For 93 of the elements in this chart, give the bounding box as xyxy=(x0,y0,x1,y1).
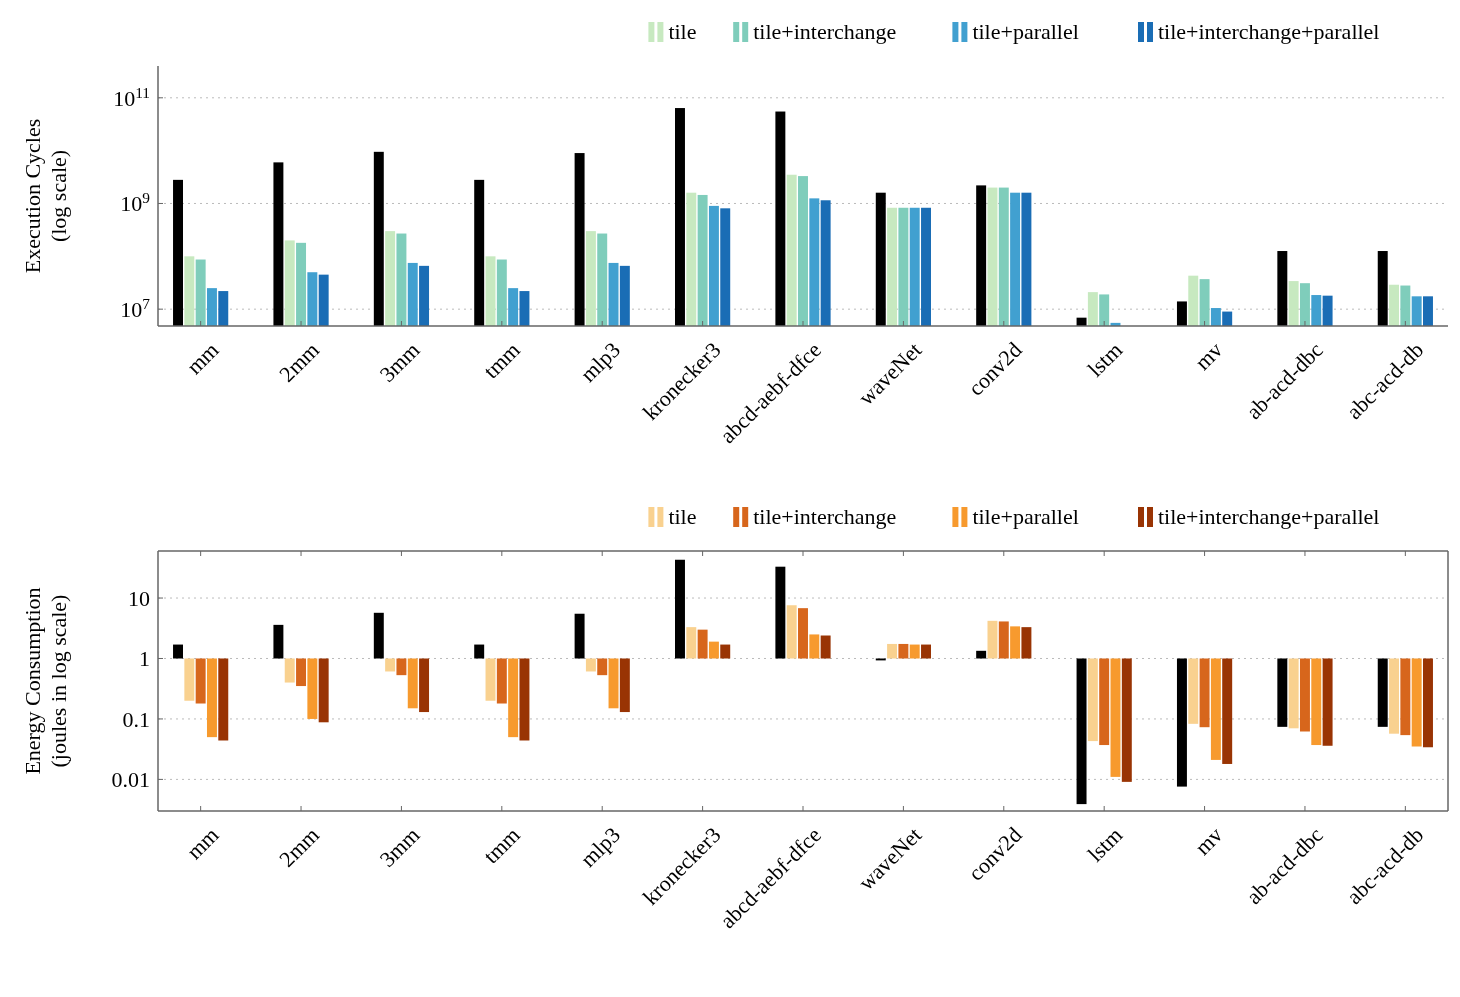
bar xyxy=(1411,658,1422,747)
bar xyxy=(385,658,396,672)
bar xyxy=(195,658,206,704)
x-tick-label: 3mm xyxy=(374,337,425,387)
y-tick-label: 0.1 xyxy=(122,706,150,732)
bar xyxy=(921,644,931,659)
bar xyxy=(697,629,708,659)
bar xyxy=(284,658,295,683)
bar xyxy=(574,613,585,659)
bar xyxy=(909,644,920,659)
bar xyxy=(809,634,820,659)
bar xyxy=(798,608,808,659)
x-tick-label: 3mm xyxy=(374,822,425,872)
legend-label: tile+interchange+parallel xyxy=(1158,19,1380,44)
bar xyxy=(508,658,519,738)
bar xyxy=(585,658,596,672)
bar xyxy=(1021,627,1032,659)
x-tick-label: 2mm xyxy=(274,337,324,387)
legend-label: tile xyxy=(668,19,697,44)
bar xyxy=(619,658,630,713)
bar xyxy=(675,559,685,659)
bar xyxy=(1400,658,1411,736)
bar xyxy=(597,658,608,676)
bar xyxy=(976,650,987,659)
y-axis-title: Energy Consumption (joules in log scale) xyxy=(20,587,71,775)
bar xyxy=(474,644,485,659)
bar xyxy=(1110,658,1121,777)
bar xyxy=(396,658,407,676)
bar xyxy=(173,644,183,659)
bar xyxy=(519,658,530,741)
bar xyxy=(206,658,217,738)
x-tick-label: mm xyxy=(181,337,224,380)
bar xyxy=(1322,658,1333,746)
bar xyxy=(1277,658,1288,727)
y-tick-label: 10 xyxy=(128,586,150,612)
bar xyxy=(686,627,697,659)
legend-label: tile+interchange xyxy=(753,19,897,44)
bar xyxy=(786,605,797,659)
y-axis-title: Execution Cycles (log scale) xyxy=(20,118,71,274)
bar xyxy=(1199,658,1210,728)
x-tick-label: tmm xyxy=(478,337,525,384)
bar xyxy=(820,635,831,659)
bar xyxy=(608,658,619,709)
y-tick-label: 10$^{11}$ xyxy=(113,83,150,111)
bar xyxy=(1288,658,1299,729)
bar xyxy=(1423,658,1433,748)
bar xyxy=(720,644,731,659)
bar xyxy=(1176,658,1187,787)
bar xyxy=(775,566,786,659)
legend-label: tile+parallel xyxy=(972,504,1079,529)
bar xyxy=(1210,658,1221,760)
bar xyxy=(887,643,898,659)
bar xyxy=(407,658,418,709)
bar xyxy=(218,658,229,741)
x-tick-label: 2mm xyxy=(274,822,324,872)
bar xyxy=(373,612,384,659)
bar xyxy=(296,658,307,687)
x-tick-label: tmm xyxy=(478,822,525,869)
bar xyxy=(1299,658,1310,732)
y-tick-label: 10$^{7}$ xyxy=(120,294,151,323)
bar xyxy=(1121,658,1132,782)
bar xyxy=(1076,658,1087,805)
y-tick-label: 0.01 xyxy=(111,767,150,793)
bar xyxy=(998,621,1009,659)
bar xyxy=(273,624,284,659)
legend-label: tile xyxy=(668,504,697,529)
bar xyxy=(318,658,329,723)
bar xyxy=(898,643,909,659)
bar xyxy=(1087,658,1098,742)
x-tick-label: lstm xyxy=(1082,337,1128,382)
bar xyxy=(1099,658,1110,746)
x-tick-label: mm xyxy=(181,822,224,865)
x-tick-label: mv xyxy=(1189,337,1228,375)
y-tick-label: 1 xyxy=(139,646,150,672)
bar xyxy=(419,658,430,713)
bar xyxy=(496,658,507,704)
bar xyxy=(708,641,719,659)
bar xyxy=(485,658,496,701)
x-tick-label: lstm xyxy=(1082,822,1128,867)
bar xyxy=(1377,658,1388,727)
bar xyxy=(1389,658,1400,734)
bar xyxy=(987,620,998,659)
bar xyxy=(307,658,318,719)
bar xyxy=(1188,658,1199,724)
bar xyxy=(1311,658,1322,746)
bar xyxy=(184,658,195,701)
legend-label: tile+parallel xyxy=(972,19,1079,44)
legend-label: tile+interchange+parallel xyxy=(1158,504,1380,529)
legend-label: tile+interchange xyxy=(753,504,897,529)
x-tick-label: mv xyxy=(1189,822,1228,860)
y-tick-label: 10$^{9}$ xyxy=(120,188,151,217)
bar xyxy=(1222,658,1233,764)
bar xyxy=(1010,626,1021,659)
